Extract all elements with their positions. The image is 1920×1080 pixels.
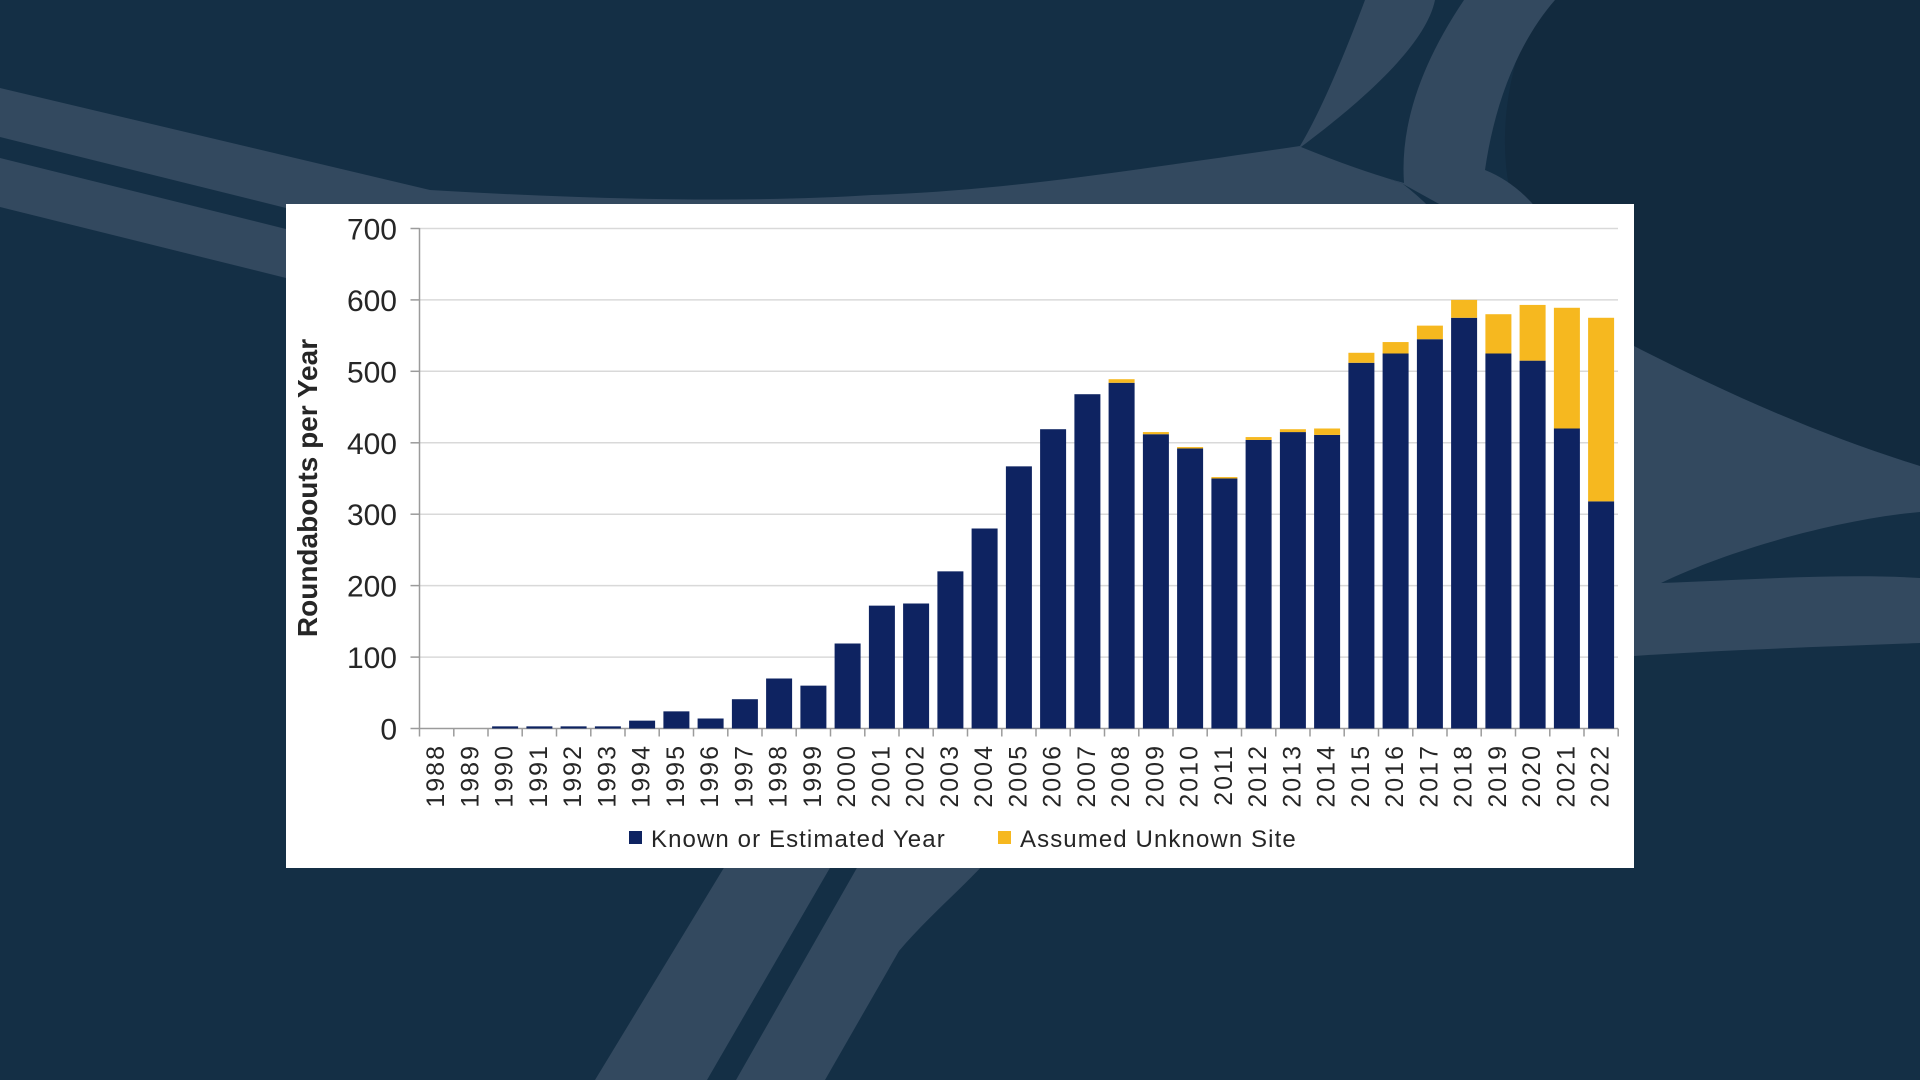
svg-text:2021: 2021 xyxy=(1552,744,1580,808)
svg-text:1989: 1989 xyxy=(456,744,484,808)
svg-text:2014: 2014 xyxy=(1313,744,1341,808)
svg-text:2003: 2003 xyxy=(936,744,964,808)
svg-text:1994: 1994 xyxy=(628,744,656,808)
svg-text:2022: 2022 xyxy=(1587,744,1615,808)
svg-text:1999: 1999 xyxy=(799,744,827,808)
svg-text:0: 0 xyxy=(380,714,397,747)
svg-text:2015: 2015 xyxy=(1347,744,1375,808)
svg-text:2016: 2016 xyxy=(1381,744,1409,808)
svg-text:2005: 2005 xyxy=(1004,744,1032,808)
svg-text:Roundabouts per Year: Roundabouts per Year xyxy=(292,339,323,637)
svg-text:2002: 2002 xyxy=(902,744,930,808)
svg-text:2004: 2004 xyxy=(970,744,998,808)
svg-text:2009: 2009 xyxy=(1141,744,1169,808)
svg-text:2011: 2011 xyxy=(1210,744,1238,806)
svg-text:2018: 2018 xyxy=(1450,744,1478,808)
svg-text:200: 200 xyxy=(347,571,397,604)
svg-text:1998: 1998 xyxy=(765,744,793,808)
svg-text:2010: 2010 xyxy=(1176,744,1204,808)
svg-text:2006: 2006 xyxy=(1039,744,1067,808)
svg-text:1990: 1990 xyxy=(491,744,519,808)
svg-text:1991: 1991 xyxy=(525,744,553,808)
svg-text:2020: 2020 xyxy=(1518,744,1546,808)
svg-text:Assumed Unknown Site: Assumed Unknown Site xyxy=(1020,826,1297,853)
svg-text:1995: 1995 xyxy=(662,744,690,808)
svg-text:2001: 2001 xyxy=(867,744,895,808)
svg-text:600: 600 xyxy=(347,285,397,318)
svg-text:700: 700 xyxy=(347,214,397,247)
svg-text:300: 300 xyxy=(347,499,397,532)
svg-text:100: 100 xyxy=(347,642,397,675)
svg-text:1993: 1993 xyxy=(593,744,621,808)
svg-text:1988: 1988 xyxy=(422,744,450,808)
svg-text:Known or Estimated Year: Known or Estimated Year xyxy=(651,826,946,853)
svg-text:1997: 1997 xyxy=(730,744,758,808)
svg-text:2017: 2017 xyxy=(1415,744,1443,808)
svg-text:500: 500 xyxy=(347,356,397,389)
svg-text:2000: 2000 xyxy=(833,744,861,808)
svg-text:2012: 2012 xyxy=(1244,744,1272,808)
svg-text:2019: 2019 xyxy=(1484,744,1512,808)
svg-text:1996: 1996 xyxy=(696,744,724,808)
svg-text:2008: 2008 xyxy=(1107,744,1135,808)
svg-text:2013: 2013 xyxy=(1278,744,1306,808)
svg-text:1992: 1992 xyxy=(559,744,587,808)
svg-text:2007: 2007 xyxy=(1073,744,1101,808)
svg-text:400: 400 xyxy=(347,428,397,461)
